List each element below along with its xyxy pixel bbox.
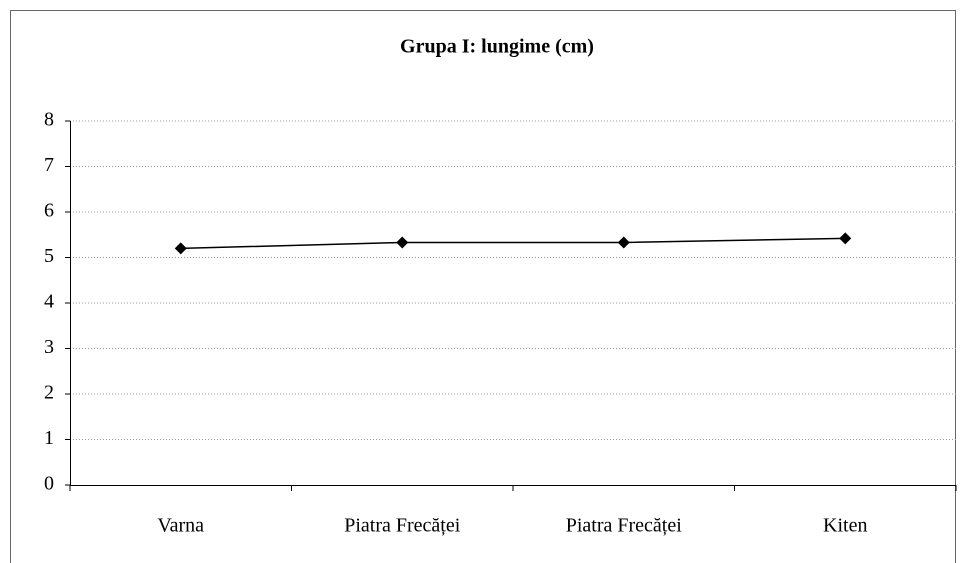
y-tick-label: 0 (44, 473, 54, 495)
data-point (174, 242, 187, 255)
y-tick-label: 7 (44, 154, 54, 176)
data-point (839, 232, 852, 245)
y-tick-label: 5 (44, 245, 54, 267)
y-tick-label: 4 (44, 291, 54, 313)
x-tick-label: Kiten (823, 515, 867, 537)
y-tick-label: 8 (44, 109, 54, 131)
x-tick-label: Varna (157, 515, 204, 537)
chart-frame (10, 10, 956, 563)
y-tick-label: 1 (44, 427, 54, 449)
x-tick-label: Piatra Frecăței (566, 515, 682, 537)
series-line (180, 237, 846, 250)
y-tick-label: 6 (44, 200, 54, 222)
y-tick-label: 3 (44, 336, 54, 358)
y-tick-label: 2 (44, 382, 54, 404)
chart-title: Grupa I: lungime (cm) (400, 36, 594, 58)
x-tick-label: Piatra Frecăței (344, 515, 460, 537)
data-point (396, 236, 409, 249)
data-point (617, 236, 630, 249)
